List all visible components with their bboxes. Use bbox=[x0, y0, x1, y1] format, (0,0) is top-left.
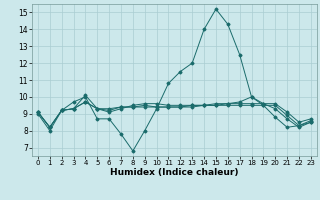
X-axis label: Humidex (Indice chaleur): Humidex (Indice chaleur) bbox=[110, 168, 239, 177]
